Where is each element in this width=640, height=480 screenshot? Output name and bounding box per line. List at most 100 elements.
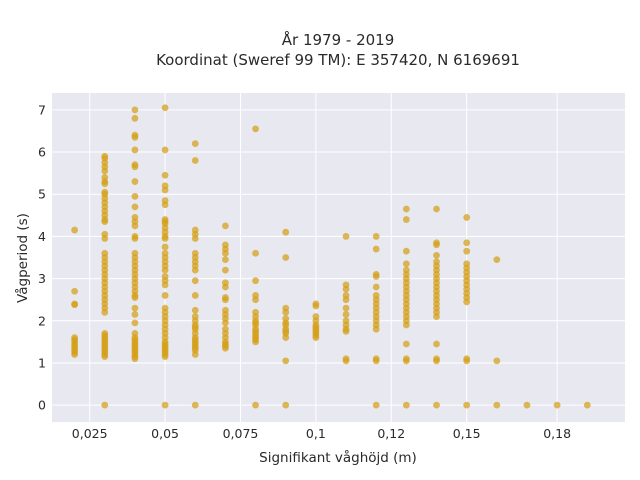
data-point xyxy=(342,311,350,318)
data-point xyxy=(372,357,380,365)
data-point xyxy=(131,203,139,211)
data-point xyxy=(312,302,320,310)
data-point xyxy=(131,133,139,141)
data-point xyxy=(463,247,471,255)
data-point xyxy=(282,228,290,236)
data-point xyxy=(101,401,109,409)
data-point xyxy=(161,266,169,274)
data-point xyxy=(583,401,591,409)
data-point xyxy=(252,296,259,304)
data-point xyxy=(191,140,199,148)
data-point xyxy=(463,214,471,221)
data-point xyxy=(342,233,350,240)
x-axis-title: Signifikant våghöjd (m) xyxy=(259,449,417,466)
data-point xyxy=(222,319,229,327)
y-axis-title: Vågperiod (s) xyxy=(14,213,31,303)
data-point xyxy=(161,104,169,112)
data-point xyxy=(101,353,109,361)
data-point xyxy=(493,256,501,264)
data-point xyxy=(402,357,410,365)
data-point xyxy=(252,125,259,133)
data-point xyxy=(282,308,290,316)
data-point xyxy=(493,401,501,409)
data-point xyxy=(161,235,169,242)
data-point xyxy=(342,296,350,304)
data-point xyxy=(372,401,380,409)
data-point xyxy=(131,235,139,242)
data-point xyxy=(372,233,380,240)
data-point xyxy=(372,273,380,280)
data-point xyxy=(342,304,350,312)
data-point xyxy=(402,340,410,348)
data-point xyxy=(131,311,139,318)
x-tick-label: 0,18 xyxy=(543,426,571,441)
data-point xyxy=(161,292,169,299)
x-tick-label: 0,025 xyxy=(72,426,108,441)
data-point xyxy=(222,296,229,304)
data-point xyxy=(402,216,410,223)
x-tick-label: 0,15 xyxy=(453,426,481,441)
data-point xyxy=(161,281,169,289)
data-point xyxy=(161,243,169,251)
data-point xyxy=(372,283,380,291)
data-point xyxy=(282,254,290,261)
data-point xyxy=(402,260,410,268)
data-point xyxy=(131,355,139,363)
x-tick-label: 0,12 xyxy=(377,426,405,441)
data-point xyxy=(252,338,259,346)
data-point xyxy=(282,401,290,409)
data-point xyxy=(191,292,199,299)
y-tick-label: 0 xyxy=(38,398,46,413)
data-point xyxy=(342,327,350,335)
chart-title: År 1979 - 2019 xyxy=(282,30,395,49)
data-point xyxy=(433,340,440,348)
x-axis-ticks: 0,025 0,05 0,075 0,1 0,12 0,15 0,18 xyxy=(72,426,571,441)
plot-area xyxy=(52,93,625,422)
data-point xyxy=(463,298,471,306)
data-point xyxy=(252,249,259,257)
data-point xyxy=(433,205,440,213)
data-point xyxy=(71,301,79,309)
x-tick-label: 0,075 xyxy=(223,426,259,441)
y-tick-label: 5 xyxy=(38,187,46,202)
data-point xyxy=(161,201,169,209)
data-point xyxy=(252,277,259,285)
data-point xyxy=(191,157,199,164)
data-point xyxy=(282,334,290,342)
data-point xyxy=(222,249,229,257)
data-point xyxy=(222,222,229,230)
data-point xyxy=(402,247,410,255)
data-point xyxy=(463,239,471,247)
data-point xyxy=(191,401,199,409)
data-point xyxy=(131,319,139,327)
x-tick-label: 0,05 xyxy=(151,426,179,441)
y-tick-label: 6 xyxy=(38,145,46,160)
data-point xyxy=(161,146,169,154)
data-point xyxy=(101,308,109,316)
data-point xyxy=(342,357,350,365)
data-point xyxy=(433,401,440,409)
data-point xyxy=(161,353,169,361)
data-point xyxy=(312,334,320,342)
data-point xyxy=(222,266,229,274)
data-point xyxy=(463,401,471,409)
data-point xyxy=(493,357,501,365)
data-point xyxy=(252,401,259,409)
data-point xyxy=(131,222,139,230)
data-point xyxy=(191,351,199,358)
data-point xyxy=(191,235,199,242)
data-point xyxy=(161,401,169,409)
data-point xyxy=(131,114,139,122)
data-point xyxy=(71,351,79,358)
data-point xyxy=(222,283,229,291)
data-point xyxy=(553,401,561,409)
y-tick-label: 3 xyxy=(38,271,46,286)
data-point xyxy=(131,163,139,171)
data-point xyxy=(191,306,199,314)
y-tick-label: 7 xyxy=(38,102,46,117)
chart-subtitle: Koordinat (Sweref 99 TM): E 357420, N 61… xyxy=(156,51,520,69)
y-axis-ticks: 0 1 2 3 4 5 6 7 xyxy=(38,102,46,412)
data-point xyxy=(433,251,440,259)
data-point xyxy=(433,357,440,365)
